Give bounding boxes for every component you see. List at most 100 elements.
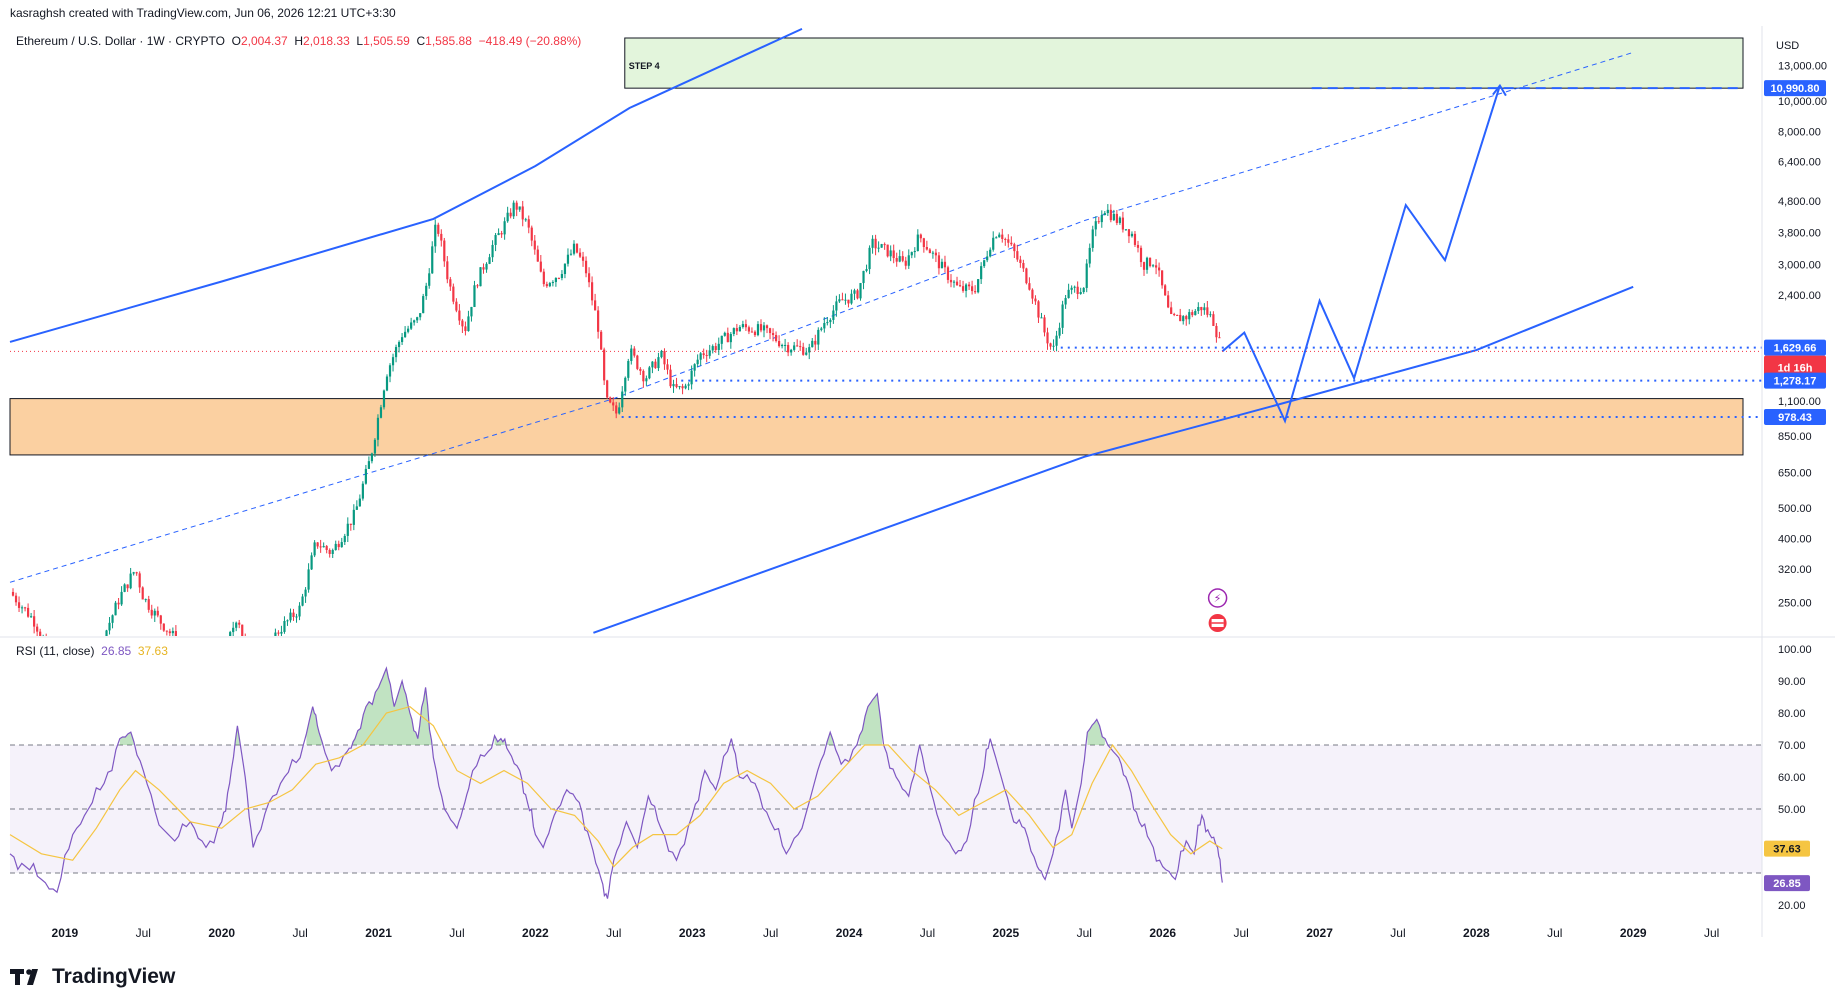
candle-body	[880, 244, 883, 248]
candle-body	[738, 326, 741, 332]
price-tick-label: 650.00	[1778, 468, 1812, 480]
candle-body	[937, 255, 941, 269]
rsi-legend[interactable]: RSI (11, close) 26.85 37.63	[16, 644, 168, 658]
candle-body	[1100, 214, 1103, 223]
candle-body	[358, 498, 361, 507]
candle-body	[72, 669, 74, 678]
candle-body	[1064, 298, 1067, 305]
candle-body	[1185, 316, 1188, 320]
candle-body	[331, 550, 334, 554]
flash-event-icon	[1207, 588, 1228, 608]
candle-body	[108, 622, 111, 631]
candle-body	[1097, 221, 1100, 223]
candle-body	[964, 284, 968, 291]
candle-body	[569, 253, 573, 255]
tradingview-logo-text: TradingView	[52, 965, 176, 988]
x-month-label: Jul	[136, 926, 151, 940]
candle-body	[603, 349, 606, 381]
candle-body	[491, 244, 494, 258]
low-label: L	[356, 34, 364, 48]
candle-body	[87, 656, 89, 667]
currency-label: USD	[1776, 40, 1799, 52]
candle-body	[455, 301, 458, 311]
rsi-tick-label: 50.00	[1778, 804, 1806, 816]
candle-body	[967, 284, 971, 287]
candle-body	[370, 453, 374, 462]
candle-body	[862, 270, 865, 284]
candle-body	[753, 331, 757, 336]
candle-body	[422, 296, 425, 314]
candle-body	[702, 353, 705, 356]
candle-body	[1176, 314, 1179, 316]
open-label: O	[231, 34, 241, 48]
tradingview-logo[interactable]: TradingView	[10, 965, 175, 989]
x-month-label: Jul	[606, 926, 621, 940]
candle-body	[259, 668, 261, 678]
x-month-label: Jul	[920, 926, 935, 940]
candle-body	[1067, 289, 1070, 299]
candle-body	[1019, 259, 1022, 263]
candle-body	[666, 364, 669, 370]
candle-body	[566, 254, 570, 264]
rsi-badge	[1764, 875, 1810, 892]
candle-body	[699, 353, 702, 360]
candle-body	[735, 328, 738, 332]
rsi-overbought-fill	[353, 668, 432, 745]
open-value: 2,004.37	[240, 34, 288, 48]
candle-body	[352, 509, 355, 525]
x-year-label: 2025	[993, 926, 1020, 940]
candle-body	[437, 224, 440, 234]
candle-body	[1142, 262, 1146, 270]
candle-body	[952, 281, 956, 283]
candle-body	[678, 386, 681, 388]
candle-body	[1103, 213, 1106, 215]
candle-body	[1121, 217, 1125, 230]
candle-body	[853, 290, 856, 294]
rsi-value: 26.85	[101, 644, 132, 658]
price-tick-label: 500.00	[1778, 503, 1812, 515]
rsi-badge-text: 37.63	[1773, 844, 1801, 856]
price-tick-label: 3,000.00	[1778, 260, 1821, 272]
candle-body	[54, 653, 56, 667]
x-month-label: Jul	[763, 926, 778, 940]
candle-body	[81, 670, 83, 671]
candle-body	[871, 238, 874, 248]
candle-body	[120, 591, 123, 605]
rsi-ma-value: 37.63	[137, 644, 168, 658]
candle-body	[621, 391, 624, 408]
candle-body	[1040, 317, 1043, 319]
candle-body	[868, 247, 871, 270]
rsi-layer	[9, 666, 1762, 899]
candle-body	[823, 323, 826, 329]
candle-body	[808, 347, 811, 353]
step4-zone	[624, 37, 1744, 89]
candle-body	[301, 596, 304, 606]
candle-body	[980, 266, 983, 280]
symbol-legend[interactable]: Ethereum / U.S. Dollar · 1W · CRYPTO O2,…	[16, 34, 581, 48]
price-tick-label: 13,000.00	[1778, 60, 1827, 72]
candle-body	[1167, 295, 1170, 308]
price-badge	[1764, 408, 1826, 425]
candle-body	[449, 279, 452, 287]
candle-body	[533, 240, 536, 250]
candle-body	[639, 368, 642, 371]
candle-body	[663, 351, 666, 365]
candle-body	[1091, 229, 1094, 248]
candle-body	[1043, 317, 1046, 333]
candle-body	[274, 632, 277, 636]
candle-body	[51, 650, 53, 653]
candle-body	[509, 212, 512, 217]
price-badge	[1764, 372, 1826, 389]
candle-body	[675, 384, 678, 388]
candle-body	[193, 652, 195, 662]
candle-body	[551, 282, 554, 284]
candle-body	[382, 390, 386, 408]
candle-body	[307, 569, 310, 590]
candle-body	[732, 328, 735, 334]
candle-body	[793, 345, 796, 350]
candle-body	[774, 334, 778, 341]
candle-body	[1025, 268, 1028, 284]
candle-body	[802, 346, 805, 355]
price-badge-text: 10,990.80	[1771, 83, 1820, 95]
